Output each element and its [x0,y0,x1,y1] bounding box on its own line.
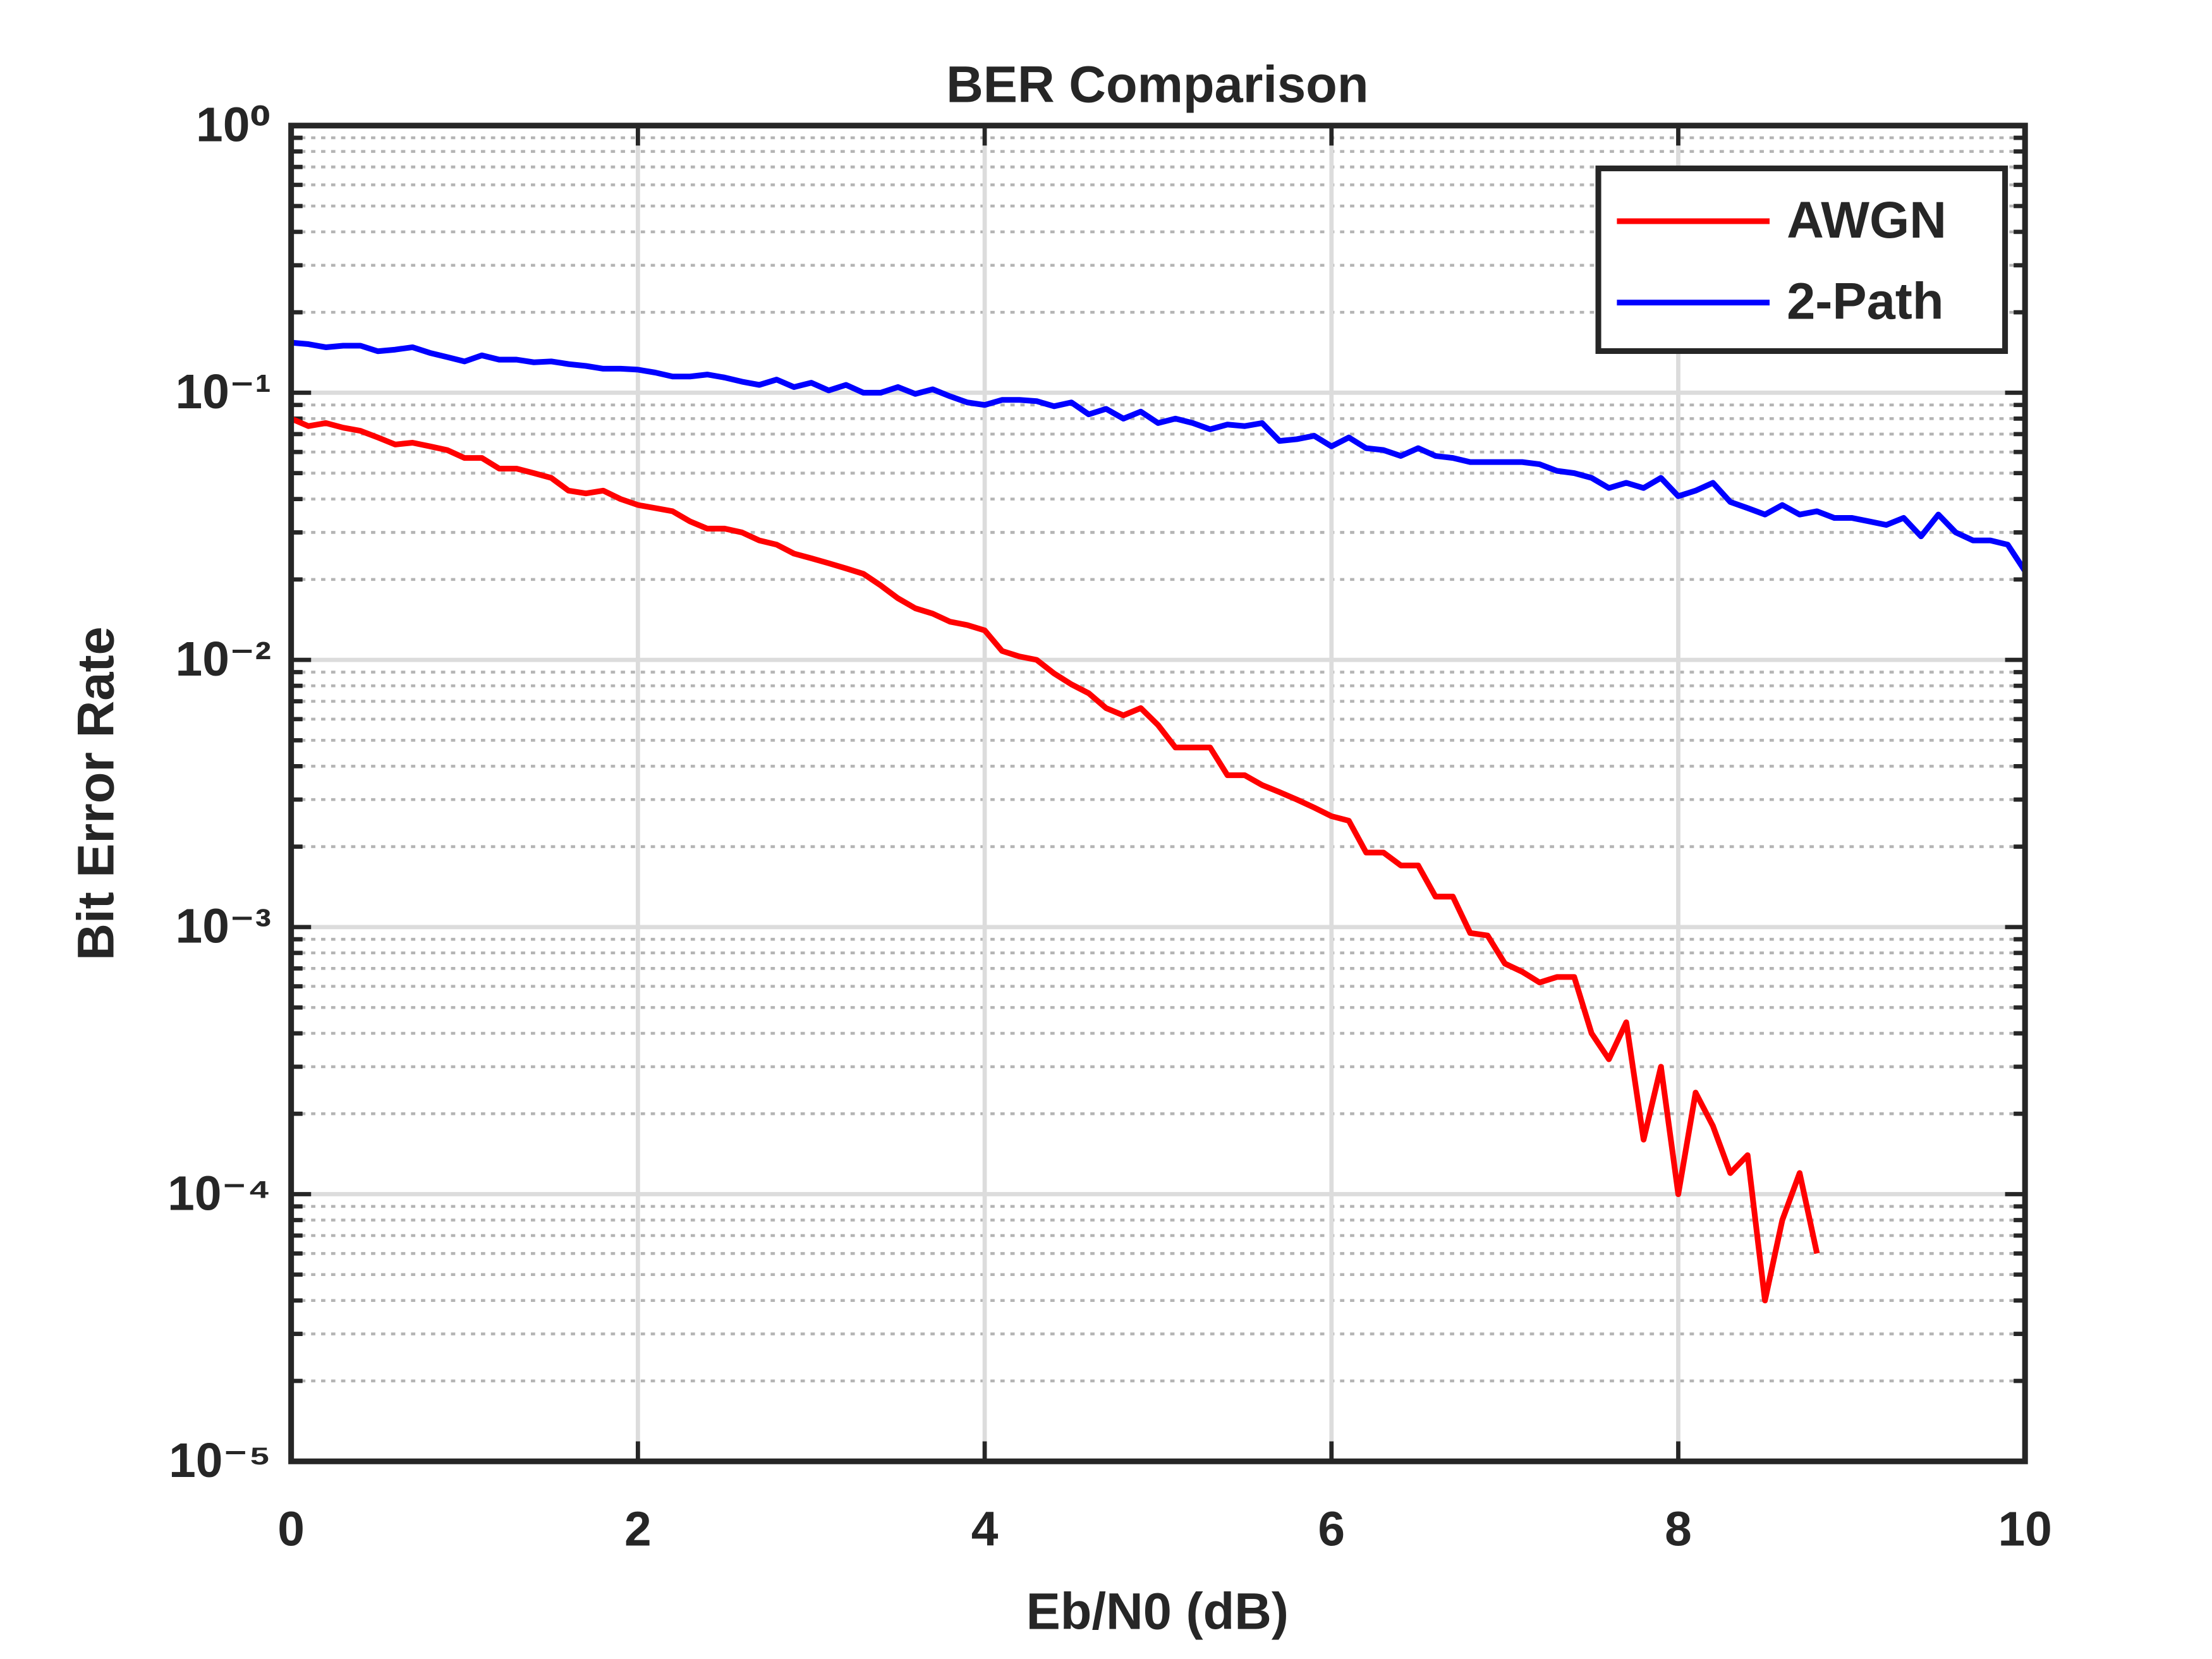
y-tick-label: 10⁻² [176,633,271,686]
y-tick-label: 10⁻⁴ [167,1167,271,1220]
legend-label: AWGN [1787,191,1947,249]
x-tick-label: 6 [1318,1502,1345,1556]
axes-box [288,123,2028,1464]
y-tick-label: 10⁰ [196,99,271,152]
y-tick-label: 10⁻⁵ [169,1434,271,1488]
legend-label: 2-Path [1787,273,1943,331]
y-tick-label: 10⁻¹ [176,365,271,419]
chart-title: BER Comparison [946,56,1368,113]
x-tick-label: 8 [1665,1502,1692,1556]
y-tick-label: 10⁻³ [176,900,271,954]
x-tick-label: 10 [1998,1502,2051,1556]
legend: AWGN 2-Path [1595,165,2008,354]
x-axis-label: Eb/N0 (dB) [1026,1583,1289,1641]
data-line [289,416,1820,1304]
x-tick-label: 2 [624,1502,652,1556]
legend-box [1595,165,2008,354]
x-tick-label: 4 [971,1502,999,1556]
y-axis-label: Bit Error Rate [68,626,125,960]
data-line [291,339,2027,573]
x-tick-label: 0 [277,1502,305,1556]
